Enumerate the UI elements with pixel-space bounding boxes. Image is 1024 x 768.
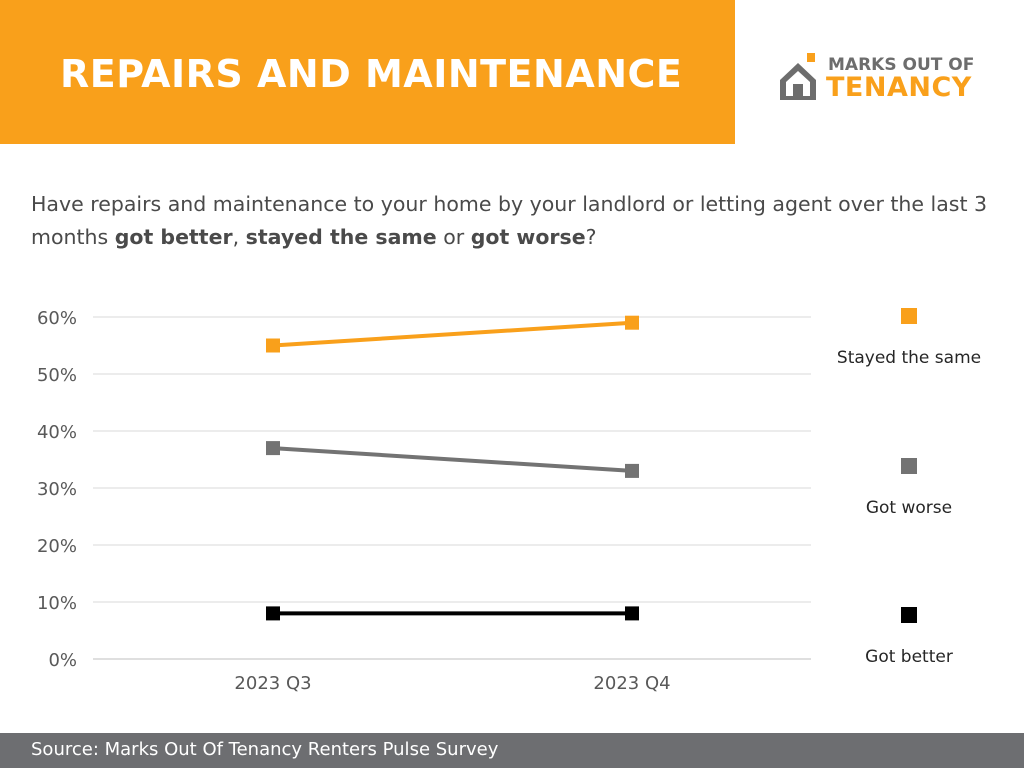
legend-marker: [901, 308, 917, 324]
legend-label: Got worse: [866, 498, 952, 518]
footer-bar: Source: Marks Out Of Tenancy Renters Pul…: [0, 733, 1024, 768]
data-point: [266, 441, 280, 456]
question-text: Have repairs and maintenance to your hom…: [31, 192, 988, 249]
header-banner: REPAIRS AND MAINTENANCE: [0, 0, 735, 144]
data-point: [625, 463, 639, 478]
question-option-better: got better: [114, 225, 233, 249]
y-tick-label: 30%: [37, 479, 77, 500]
question-option-same: stayed the same: [245, 225, 437, 249]
data-point: [625, 606, 639, 621]
logo-text-top: MARKS OUT OF: [828, 55, 975, 75]
question-separator: ,: [232, 225, 246, 249]
legend-marker: [901, 607, 917, 623]
y-tick-label: 0%: [48, 650, 77, 671]
x-tick-label: 2023 Q3: [234, 673, 311, 694]
legend-label: Got better: [865, 647, 953, 667]
question-mark: ?: [585, 225, 597, 249]
legend-label: Stayed the same: [837, 348, 981, 368]
survey-question: Have repairs and maintenance to your hom…: [31, 188, 996, 254]
data-point: [266, 606, 280, 621]
page-title: REPAIRS AND MAINTENANCE: [60, 52, 683, 96]
y-tick-label: 10%: [37, 593, 77, 614]
y-tick-label: 40%: [37, 422, 77, 443]
data-point: [625, 315, 639, 330]
logo-text-bottom: TENANCY: [826, 72, 972, 103]
y-tick-label: 50%: [37, 365, 77, 386]
data-point: [266, 338, 280, 353]
line-chart: 0% 10% 20% 30% 40% 50% 60% 2023 Q3 2023 Q4 Stayed…: [37, 308, 981, 694]
y-tick-label: 20%: [37, 536, 77, 557]
house-icon: [780, 53, 816, 100]
question-option-worse: got worse: [470, 225, 586, 249]
series-line: [272, 446, 633, 473]
brand-logo: MARKS OUT OF TENANCY: [778, 50, 998, 104]
x-tick-label: 2023 Q4: [593, 673, 670, 694]
source-note: Source: Marks Out Of Tenancy Renters Pul…: [31, 739, 499, 760]
series-line: [272, 320, 633, 348]
y-tick-label: 60%: [37, 308, 77, 329]
legend-marker: [901, 458, 917, 474]
question-separator: or: [436, 225, 471, 249]
